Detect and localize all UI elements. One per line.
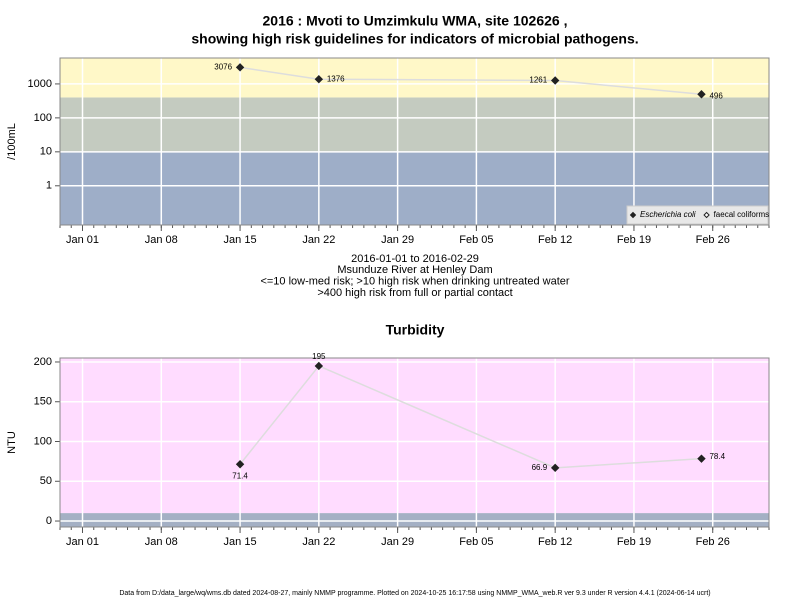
risk-band bbox=[60, 513, 769, 527]
y-axis-label: NTU bbox=[6, 431, 18, 454]
footer: Data from D:/data_large/wq/wms.db dated … bbox=[119, 590, 710, 597]
y-tick-label: 50 bbox=[40, 475, 52, 487]
legend-label: Escherichia coli bbox=[640, 210, 696, 219]
x-tick-label: Jan 08 bbox=[145, 234, 178, 246]
risk-band bbox=[60, 58, 769, 98]
data-label: 78.4 bbox=[709, 452, 725, 461]
x-tick-label: Feb 12 bbox=[538, 536, 572, 548]
series-line bbox=[239, 365, 702, 469]
data-label: 496 bbox=[709, 91, 723, 100]
plot-frame bbox=[59, 357, 770, 528]
chart-subtitle: showing high risk guidelines for indicat… bbox=[191, 31, 638, 47]
data-label: 195 bbox=[312, 352, 326, 361]
data-label: 3076 bbox=[214, 62, 232, 71]
x-tick-label: Jan 22 bbox=[302, 536, 335, 548]
y-tick-label: 150 bbox=[34, 396, 52, 408]
legend-marker bbox=[629, 211, 637, 219]
caption: <=10 low-med risk; >10 high risk when dr… bbox=[260, 276, 569, 288]
data-label: 71.4 bbox=[232, 471, 248, 480]
x-tick-label: Feb 05 bbox=[459, 536, 493, 548]
y-tick-label: 100 bbox=[34, 435, 52, 447]
data-point bbox=[314, 75, 324, 84]
x-tick-label: Jan 08 bbox=[145, 536, 178, 548]
data-label: 1261 bbox=[529, 76, 547, 85]
data-point bbox=[235, 63, 245, 72]
caption: Msunduze River at Henley Dam bbox=[337, 264, 492, 276]
y-tick-label: 10 bbox=[40, 146, 52, 158]
data-point bbox=[550, 76, 560, 85]
x-tick-label: Jan 15 bbox=[224, 536, 257, 548]
data-point bbox=[314, 361, 324, 371]
data-point bbox=[697, 454, 706, 463]
legend-box bbox=[626, 205, 769, 225]
x-tick-label: Feb 26 bbox=[696, 234, 730, 246]
caption: 2016-01-01 to 2016-02-29 bbox=[351, 253, 479, 265]
y-tick-label: 1000 bbox=[28, 78, 52, 90]
y-axis-label: /100mL bbox=[6, 123, 18, 160]
x-tick-label: Jan 22 bbox=[302, 234, 335, 246]
x-tick-label: Feb 05 bbox=[459, 234, 493, 246]
data-label: 1376 bbox=[327, 74, 345, 83]
x-tick-label: Feb 19 bbox=[617, 234, 651, 246]
series-line bbox=[239, 66, 702, 96]
y-tick-label: 100 bbox=[34, 112, 52, 124]
x-tick-label: Jan 01 bbox=[66, 536, 99, 548]
x-tick-label: Jan 29 bbox=[381, 234, 414, 246]
x-tick-label: Jan 01 bbox=[66, 234, 99, 246]
data-point bbox=[550, 463, 560, 473]
data-label: 66.9 bbox=[532, 463, 548, 472]
y-tick-label: 200 bbox=[34, 356, 52, 368]
chart-title: Turbidity bbox=[386, 322, 445, 338]
legend-marker bbox=[703, 211, 710, 219]
risk-band bbox=[60, 97, 769, 152]
legend-label: faecal coliforms bbox=[714, 210, 770, 219]
y-tick-label: 0 bbox=[46, 515, 52, 527]
data-point bbox=[697, 90, 706, 99]
x-tick-label: Feb 26 bbox=[696, 536, 730, 548]
data-point bbox=[235, 460, 245, 469]
risk-band bbox=[60, 358, 769, 514]
x-tick-label: Feb 12 bbox=[538, 234, 572, 246]
y-tick-label: 1 bbox=[46, 180, 52, 192]
x-tick-label: Jan 15 bbox=[224, 234, 257, 246]
caption: >400 high risk from full or partial cont… bbox=[317, 287, 512, 299]
plot-frame bbox=[59, 57, 770, 226]
chart-title: 2016 : Mvoti to Umzimkulu WMA, site 1026… bbox=[263, 13, 568, 29]
x-tick-label: Jan 29 bbox=[381, 536, 414, 548]
x-tick-label: Feb 19 bbox=[617, 536, 651, 548]
